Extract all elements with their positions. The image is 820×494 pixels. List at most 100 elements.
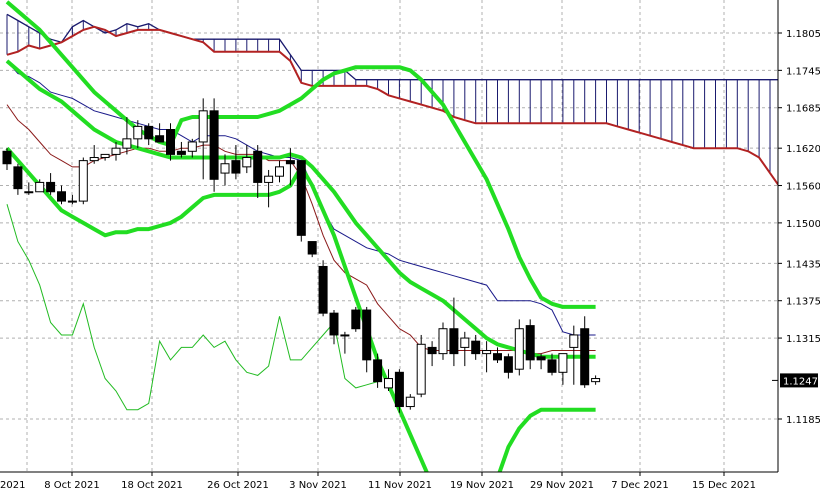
candle-body-up	[514, 328, 524, 370]
candle-body-down	[144, 125, 154, 140]
candle	[57, 185, 66, 205]
candle-body-down	[351, 309, 361, 330]
candle	[416, 334, 426, 398]
candle	[166, 123, 175, 161]
candle-body-down	[525, 325, 535, 361]
candle-body-up	[264, 175, 274, 183]
candle-body-up	[100, 153, 110, 159]
candle	[384, 369, 393, 391]
candle-body-down	[471, 340, 481, 355]
y-tick-label: 1.1315	[786, 334, 820, 345]
candle-body-up	[275, 166, 284, 177]
candle	[176, 141, 186, 158]
candle-body-down	[176, 150, 186, 155]
candle	[514, 319, 524, 376]
candle	[275, 160, 284, 183]
candle-body-down	[318, 265, 328, 314]
candle	[13, 163, 23, 195]
x-tick-label: 18 Oct 2021	[121, 480, 183, 491]
candle-body-up	[198, 110, 208, 143]
candle-body-up	[242, 157, 252, 168]
y-axis-panel	[778, 0, 820, 494]
candle-body-down	[296, 160, 306, 236]
candle-body-down	[2, 150, 12, 165]
candle-body-down	[253, 150, 263, 183]
candle-body-down	[285, 160, 295, 165]
x-tick-label: 15 Dec 2021	[692, 480, 756, 491]
x-tick-label: 8 Oct 2021	[44, 480, 99, 491]
candle	[198, 98, 208, 180]
candle-body-down	[57, 191, 66, 202]
candle-body-down	[449, 328, 459, 355]
candle	[242, 145, 252, 174]
candle-body-up	[569, 334, 579, 348]
candle	[449, 297, 459, 367]
candle-body-down	[362, 309, 372, 361]
candle-body-down	[427, 346, 437, 355]
candle-body-up	[24, 191, 34, 194]
candle	[253, 145, 263, 198]
candle-body-up	[591, 378, 601, 383]
candle	[220, 154, 230, 186]
candle	[373, 353, 383, 388]
current-price-box	[780, 373, 818, 388]
candle	[285, 148, 295, 186]
candle-body-up	[482, 350, 492, 355]
candle	[427, 341, 437, 367]
candle	[78, 157, 88, 205]
candle-body-up	[438, 328, 448, 355]
candle	[503, 353, 513, 379]
candle	[438, 322, 448, 360]
bollinger-middle-band	[5, 59, 596, 359]
x-tick-label: 11 Nov 2021	[368, 480, 432, 491]
chikou-span-line	[6, 204, 378, 411]
candle	[394, 369, 404, 413]
x-tick-label: 29 Nov 2021	[530, 480, 594, 491]
x-tick-label: 7 Dec 2021	[611, 480, 669, 491]
y-tick-label: 1.1185	[786, 415, 820, 426]
grid	[0, 0, 778, 472]
senkou-span-a-line	[6, 13, 820, 113]
candle-body-up	[460, 337, 470, 348]
ichimoku-cloud	[6, 13, 820, 227]
candle-body-down	[503, 356, 513, 373]
candle-body-up	[405, 396, 415, 408]
candle	[111, 141, 121, 161]
candle-body-down	[580, 328, 590, 386]
candle	[2, 148, 12, 170]
candle-body-up	[111, 147, 121, 155]
candle	[46, 173, 56, 195]
x-tick-label-edge: 2021	[0, 480, 25, 491]
y-tick-label: 1.1375	[786, 297, 820, 308]
candle	[558, 353, 568, 385]
candle-body-down	[231, 160, 241, 174]
candle	[580, 316, 590, 388]
candle-body-up	[89, 157, 99, 162]
candle	[35, 179, 45, 193]
candle-body-up	[122, 138, 132, 149]
candle	[547, 353, 557, 376]
candle-body-up	[220, 163, 230, 174]
candles	[2, 98, 601, 413]
bollinger-upper-band	[5, 0, 596, 309]
candle-body-down	[394, 371, 404, 408]
candle-body-up	[384, 378, 393, 389]
x-axis-panel	[0, 472, 820, 494]
candle-body-down	[13, 166, 23, 190]
candle-body-up	[133, 125, 143, 140]
candle	[296, 160, 306, 242]
candle	[569, 325, 579, 385]
candle	[24, 182, 34, 195]
candle-body-up	[67, 200, 77, 203]
candle	[482, 341, 492, 373]
candle	[536, 353, 546, 370]
candle	[460, 331, 470, 367]
candle	[591, 375, 601, 385]
candle-body-down	[209, 110, 219, 180]
candle-body-up	[416, 343, 426, 395]
candle	[307, 241, 317, 258]
candle	[493, 347, 502, 363]
